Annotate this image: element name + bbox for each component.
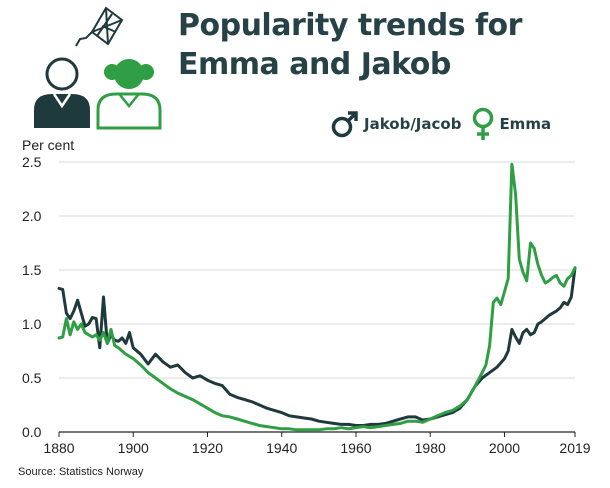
chart-legend: Jakob/Jacob Emma: [330, 104, 561, 144]
y-tick-label: 2.0: [22, 208, 42, 224]
y-tick-label: 1.0: [22, 316, 42, 332]
boy-girl-kite-icon: [34, 6, 162, 130]
female-symbol-icon: [473, 107, 494, 140]
x-tick-label: 2000: [489, 440, 520, 456]
series-line-jakob: [57, 266, 577, 427]
legend-label-jakob: Jakob/Jacob: [364, 115, 462, 133]
source-note: Source: Statistics Norway: [18, 466, 144, 478]
y-tick-label: 0.0: [22, 424, 42, 440]
y-tick-label: 2.5: [22, 154, 42, 170]
legend-item-jakob: Jakob/Jacob: [330, 109, 461, 139]
x-tick-label: 1880: [43, 440, 74, 456]
x-tick-label: 1960: [340, 440, 371, 456]
y-axis-label: Per cent: [22, 137, 75, 153]
series-line-emma: [57, 162, 577, 432]
x-tick-label: 1940: [266, 440, 297, 456]
x-tick-label: 1980: [415, 440, 446, 456]
male-symbol-icon: [331, 111, 358, 138]
chart-title: Popularity trends for Emma and Jakob: [178, 8, 522, 82]
y-tick-label: 0.5: [22, 370, 42, 386]
legend-item-emma: Emma: [471, 107, 551, 141]
x-tick-label: 1900: [118, 440, 149, 456]
x-tick-label: 1920: [192, 440, 223, 456]
y-tick-label: 1.5: [22, 262, 42, 278]
legend-label-emma: Emma: [499, 115, 552, 133]
x-tick-label: 2019: [559, 440, 590, 456]
